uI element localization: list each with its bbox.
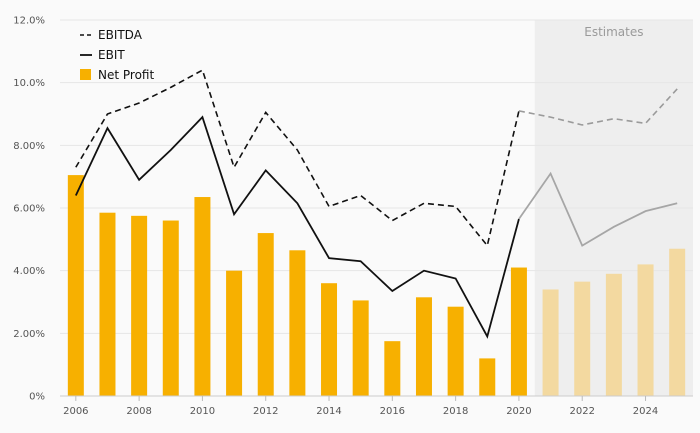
net-profit-bar <box>574 281 591 396</box>
legend-ebitda-label: EBITDA <box>98 28 143 42</box>
x-tick-label: 2018 <box>443 406 468 417</box>
net-profit-bar <box>321 283 338 396</box>
net-profit-bar <box>384 341 401 396</box>
net-profit-bars <box>67 175 686 396</box>
legend: EBITDA EBIT Net Profit <box>80 28 154 82</box>
x-tick-label: 2022 <box>569 406 594 417</box>
legend-net-profit-label: Net Profit <box>98 68 154 82</box>
margin-lines <box>75 68 678 339</box>
y-tick-label: 12.0% <box>13 16 45 27</box>
y-tick-label: 0% <box>29 392 45 403</box>
net-profit-bar <box>162 220 179 396</box>
x-tick-label: 2020 <box>506 406 531 417</box>
y-tick-label: 8.00% <box>13 141 45 152</box>
x-tick-label: 2024 <box>633 406 658 417</box>
net-profit-bar <box>226 270 243 396</box>
net-profit-bar <box>510 267 527 396</box>
x-tick-label: 2014 <box>316 406 341 417</box>
net-profit-bar <box>99 212 116 396</box>
estimates-label: Estimates <box>584 25 643 39</box>
net-profit-bar <box>352 300 369 396</box>
x-axis-ticks: 2006 2008 2010 2012 2014 2016 2018 2020 2022 2024 <box>63 396 658 417</box>
net-profit-bar <box>669 248 686 396</box>
net-profit-bar <box>131 215 148 396</box>
x-tick-label: 2016 <box>380 406 405 417</box>
net-profit-bar <box>257 233 274 396</box>
x-tick-label: 2012 <box>253 406 278 417</box>
net-profit-bar <box>415 297 432 396</box>
y-tick-label: 4.00% <box>13 266 45 277</box>
legend-ebit-label: EBIT <box>98 48 125 62</box>
ebitda-line <box>75 68 520 248</box>
y-tick-label: 2.00% <box>13 329 45 340</box>
x-tick-label: 2006 <box>63 406 88 417</box>
net-profit-bar <box>194 197 211 396</box>
net-profit-bar <box>67 175 84 396</box>
ebit-estimate-line <box>518 171 678 247</box>
x-tick-label: 2008 <box>126 406 151 417</box>
net-profit-bar <box>447 306 464 396</box>
ebit-line <box>75 115 520 339</box>
net-profit-bar <box>289 250 306 396</box>
net-profit-bar <box>605 273 622 396</box>
net-profit-bar <box>542 289 559 396</box>
ebitda-estimate-line <box>518 88 678 126</box>
net-profit-bar <box>637 264 654 396</box>
y-axis-ticks: 0% 2.00% 4.00% 6.00% 8.00% 10.0% 12.0% <box>13 16 45 403</box>
legend-net-profit-swatch <box>80 69 91 80</box>
x-tick-label: 2010 <box>190 406 215 417</box>
net-profit-bar <box>479 358 496 396</box>
y-tick-label: 6.00% <box>13 204 45 215</box>
y-tick-label: 10.0% <box>13 78 45 89</box>
